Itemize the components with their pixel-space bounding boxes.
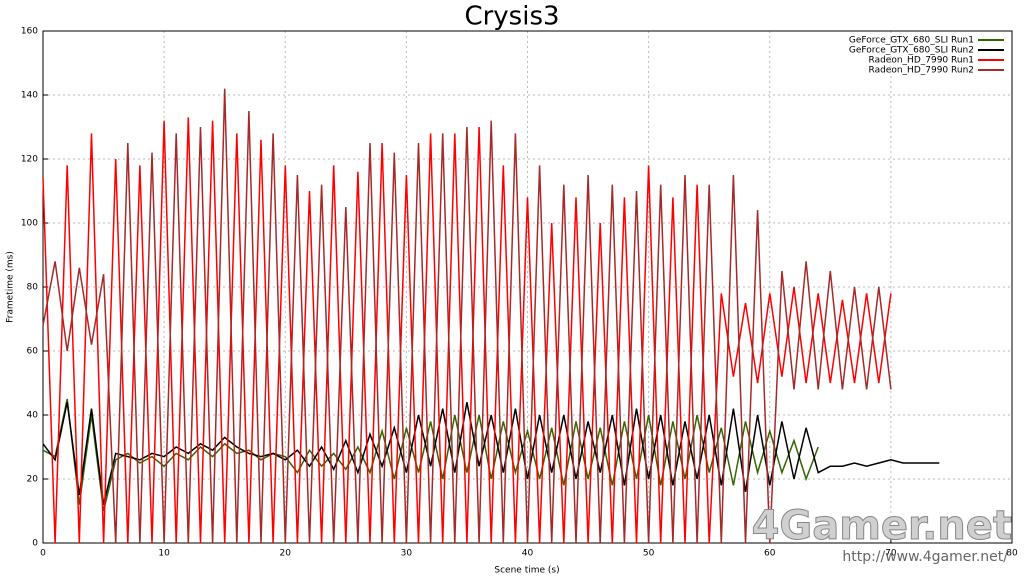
x-tick-label: 0 xyxy=(40,549,46,559)
y-tick-label: 60 xyxy=(27,347,39,357)
y-tick-label: 20 xyxy=(27,475,39,485)
legend-label: GeForce_GTX_680_SLI Run2 xyxy=(849,46,974,56)
y-tick-label: 160 xyxy=(21,27,38,37)
x-tick-label: 80 xyxy=(1006,549,1018,559)
watermark-logo: 4Gamer.net xyxy=(752,503,1012,549)
x-tick-label: 10 xyxy=(158,549,170,559)
y-tick-label: 0 xyxy=(32,539,38,549)
x-tick-label: 30 xyxy=(401,549,413,559)
plot-area: 0 20 40 60 80 100 120 140 160 0 10 20 30 40 50 60 70 80 Ge… xyxy=(21,27,1018,559)
x-tick-label: 50 xyxy=(643,549,655,559)
x-tick-label: 60 xyxy=(764,549,776,559)
y-tick-label: 80 xyxy=(27,283,39,293)
legend-label: Radeon_HD_7990 Run2 xyxy=(869,66,974,76)
legend-label: GeForce_GTX_680_SLI Run1 xyxy=(849,36,974,46)
x-tick-label: 40 xyxy=(522,549,534,559)
data-line xyxy=(42,88,892,544)
x-tick-label: 20 xyxy=(280,549,292,559)
x-tick-label: 70 xyxy=(885,549,897,559)
data-line xyxy=(42,402,940,505)
y-axis-label: Frametime (ms) xyxy=(6,251,16,323)
y-tick-label: 120 xyxy=(21,155,38,165)
y-tick-label: 100 xyxy=(21,219,38,229)
watermark-url: http://www.4gamer.net/ xyxy=(842,549,1008,565)
data-line xyxy=(42,398,819,512)
y-tick-label: 140 xyxy=(21,91,38,101)
chart-title: Crysis3 xyxy=(464,2,559,32)
legend-label: Radeon_HD_7990 Run1 xyxy=(869,56,974,66)
data-line xyxy=(42,117,892,544)
x-axis-label: Scene time (s) xyxy=(494,566,559,576)
y-tick-label: 40 xyxy=(27,411,39,421)
